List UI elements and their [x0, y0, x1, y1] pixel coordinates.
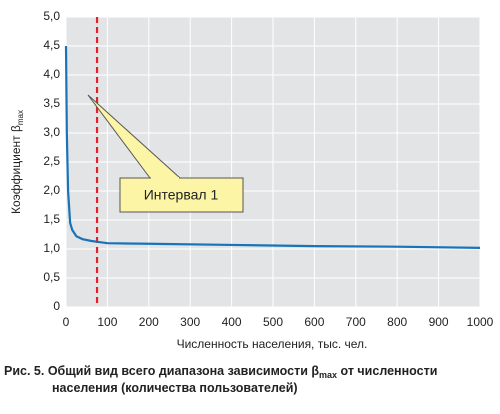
- x-tick-label: 300: [180, 315, 200, 329]
- caption-text: от численности: [337, 364, 437, 378]
- x-tick-label: 200: [139, 315, 159, 329]
- y-axis-label-sub: max: [16, 110, 25, 125]
- callout-box: [119, 177, 244, 213]
- y-tick-label: 2,0: [43, 183, 60, 197]
- caption-line2: населения (количества пользователей): [52, 381, 298, 395]
- y-tick-label: 4,5: [43, 38, 60, 52]
- callout: Интервал 1: [87, 94, 244, 213]
- x-axis-label: Численность населения, тыс. чел.: [177, 337, 368, 351]
- annotation: Интервал 1: [144, 187, 219, 203]
- x-tick-label: 0: [63, 315, 70, 329]
- y-axis-label: Коэффициент βmax: [9, 110, 25, 214]
- y-tick-label: 0: [53, 299, 60, 313]
- y-tick-label: 1,0: [43, 241, 60, 255]
- x-tick-label: 400: [222, 315, 242, 329]
- y-tick-label: 1,5: [43, 212, 60, 226]
- y-tick-label: 5,0: [43, 9, 60, 23]
- data-line: [64, 45, 481, 249]
- y-tick-label: 3,0: [43, 125, 60, 139]
- x-tick-label: 600: [304, 315, 324, 329]
- y-tick-label: 3,5: [43, 96, 60, 110]
- caption: Рис. 5. Общий вид всего диапазона зависи…: [4, 364, 437, 380]
- y-tick-label: 4,0: [43, 67, 60, 81]
- caption-text: Рис. 5. Общий вид всего диапазона зависи…: [4, 364, 319, 378]
- x-tick-label: 700: [346, 315, 366, 329]
- x-tick-label: 800: [387, 315, 407, 329]
- y-axis-label-main: Коэффициент β: [9, 125, 23, 214]
- x-tick-label: 500: [263, 315, 283, 329]
- y-tick-label: 2,5: [43, 154, 60, 168]
- x-tick-label: 1000: [467, 315, 494, 329]
- caption-sub: max: [319, 370, 337, 380]
- x-tick-label: 100: [97, 315, 117, 329]
- x-tick-label: 900: [429, 315, 449, 329]
- y-tick-label: 0,5: [43, 270, 60, 284]
